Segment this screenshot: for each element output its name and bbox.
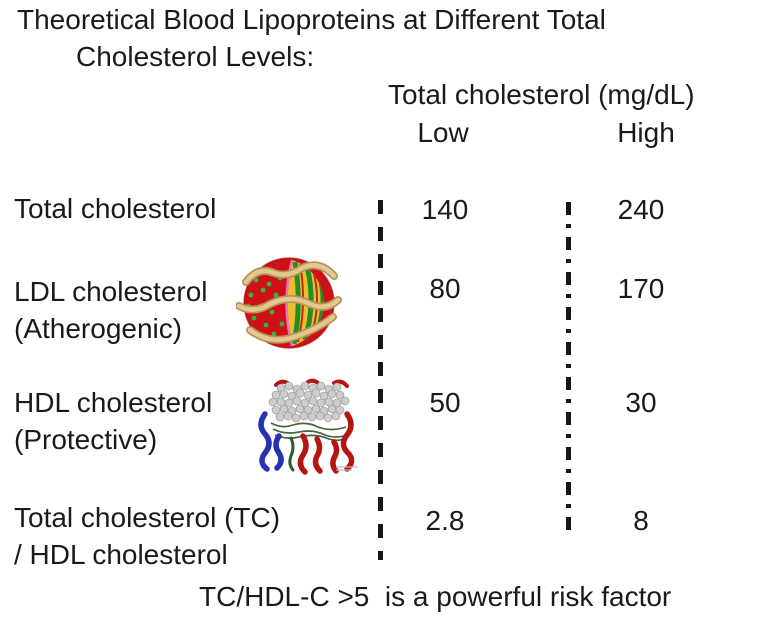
slide-title-line-2: Cholesterol Levels: — [76, 41, 315, 72]
column-header-low: Low — [417, 117, 469, 148]
row-sublabel-atherogenic: (Atherogenic) — [14, 313, 183, 344]
row-1-high-value: 170 — [617, 273, 665, 304]
slide-title-line-1: Theoretical Blood Lipoproteins at Differ… — [17, 4, 606, 35]
low-column-divider-line — [378, 200, 383, 560]
row-sublabel-hdl-cholesterol: / HDL cholesterol — [14, 539, 228, 570]
row-3-high-value: 8 — [633, 505, 649, 536]
high-column-divider-line — [566, 202, 571, 535]
column-header-high: High — [617, 117, 675, 148]
row-label-hdl-cholesterol: HDL cholesterol — [14, 387, 213, 418]
row-0-high-value: 240 — [617, 194, 665, 225]
row-sublabel-protective: (Protective) — [14, 424, 158, 455]
row-label-tc-hdl-ratio: Total cholesterol (TC) — [14, 502, 281, 533]
ldl-particle-illustration — [236, 257, 342, 349]
row-label-total-cholesterol: Total cholesterol — [14, 193, 217, 224]
row-0-low-value: 140 — [421, 194, 469, 225]
hdl-particle-illustration — [258, 378, 358, 475]
column-group-header: Total cholesterol (mg/dL) — [388, 79, 695, 110]
row-3-low-value: 2.8 — [425, 505, 465, 536]
row-2-high-value: 30 — [625, 387, 657, 418]
row-2-low-value: 50 — [429, 387, 461, 418]
row-1-low-value: 80 — [429, 273, 461, 304]
row-label-ldl-cholesterol: LDL cholesterol — [14, 276, 208, 307]
risk-factor-note: TC/HDL-C >5 is a powerful risk factor — [199, 581, 672, 612]
